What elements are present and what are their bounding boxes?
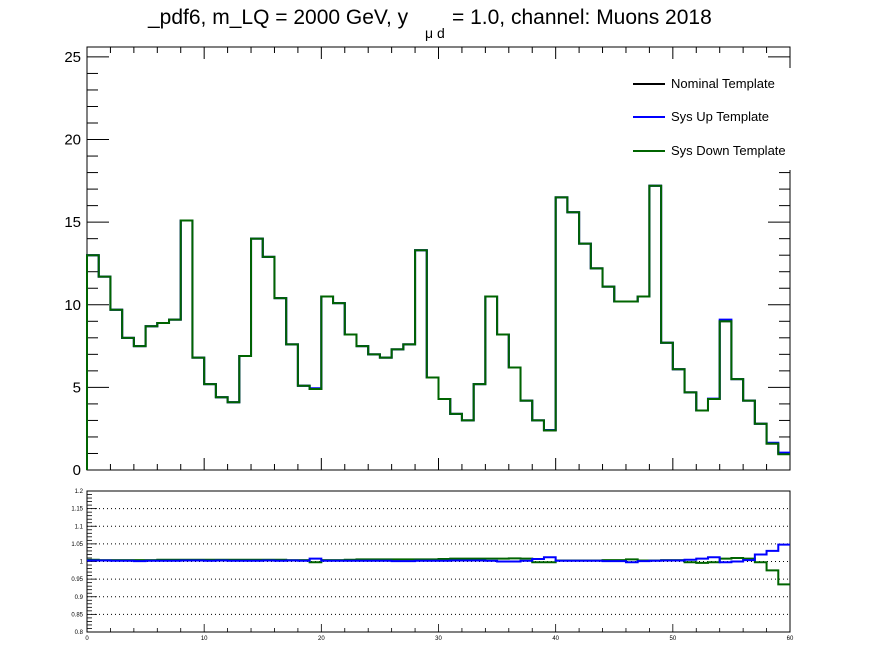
- ratio-y-tick-label: 0.95: [71, 577, 83, 583]
- main-y-tick-label: 20: [64, 132, 81, 149]
- ratio-y-tick-label: 1.2: [75, 489, 84, 495]
- ratio-y-tick-label: 1: [80, 560, 84, 566]
- ratio-y-tick-label: 0.8: [75, 630, 84, 636]
- ratio-x-tick-label: 10: [201, 636, 208, 642]
- ratio-series-sys-up-line: [87, 543, 790, 564]
- ratio-y-tick-label: 0.9: [75, 595, 84, 601]
- main-y-tick-label: 5: [73, 379, 81, 396]
- legend: Nominal Template Sys Up Template Sys Dow…: [620, 68, 802, 170]
- ratio-y-tick-label: 1.1: [75, 524, 84, 530]
- main-y-tick-label: 15: [64, 214, 81, 231]
- legend-label-sys-down: Sys Down Template: [671, 143, 786, 158]
- main-series-sys-down-line: [86, 184, 790, 470]
- ratio-x-tick-label: 20: [318, 636, 325, 642]
- ratio-x-tick-label: 30: [435, 636, 442, 642]
- main-y-tick-label: 10: [64, 297, 81, 314]
- ratio-x-tick-label: 0: [85, 636, 89, 642]
- chart-title-prefix: _pdf6, m_LQ = 2000 GeV, y: [147, 6, 409, 29]
- ratio-x-tick-label: 50: [669, 636, 676, 642]
- legend-label-nominal: Nominal Template: [671, 76, 775, 91]
- ratio-x-tick-label: 60: [787, 636, 794, 642]
- ratio-series-group: [87, 543, 790, 586]
- ratio-y-tick-label: 1.05: [71, 542, 83, 548]
- ratio-series-sys-down-line: [87, 556, 790, 586]
- main-y-tick-label: 0: [73, 462, 81, 479]
- ratio-axes: 0.8 0.85 0.9 0.95 1 1.05 1.1 1.15 1.2 0 10 20 30 40 50…: [71, 489, 794, 642]
- main-plot-panel: 0 5 10 15 20 25 Nominal Template Sys Up Templ…: [64, 46, 802, 479]
- main-series-group: [86, 184, 790, 470]
- ratio-x-tick-label: 40: [552, 636, 559, 642]
- ratio-plot-panel: 0.8 0.85 0.9 0.95 1 1.05 1.1 1.15 1.2 0 10 20 30 40 50…: [71, 489, 794, 642]
- chart-title-subscript: μ d: [425, 25, 445, 41]
- ratio-y-tick-label: 0.85: [71, 612, 83, 618]
- ratio-y-tick-label: 1.15: [71, 507, 83, 513]
- legend-label-sys-up: Sys Up Template: [671, 109, 769, 124]
- main-y-tick-label: 25: [64, 49, 81, 66]
- chart-title-suffix: = 1.0, channel: Muons 2018: [452, 6, 712, 29]
